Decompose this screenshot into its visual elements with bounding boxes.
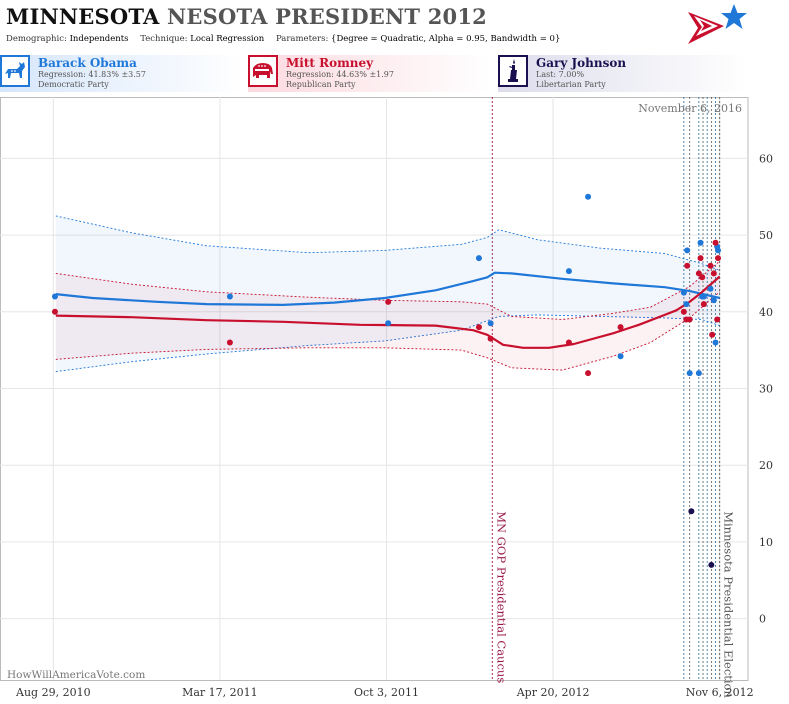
data-point [680,289,687,296]
data-point [695,370,702,377]
data-point [686,370,693,377]
candidate-party: Republican Party [286,80,356,89]
param-key: Demographic: [6,34,67,44]
data-point [684,262,691,269]
data-point [585,193,592,200]
y-tick-label: 30 [759,383,773,396]
param-value: Independents [69,34,129,44]
candidate-party: Libertarian Party [536,80,606,89]
x-tick-label: Aug 29, 2010 [15,686,91,699]
data-point [715,247,722,254]
parameter-line: Demographic: Independents Technique: Loc… [6,34,560,44]
data-point [226,339,233,346]
data-point [707,285,714,292]
data-point [697,239,704,246]
data-point [697,255,704,262]
confidence-upper-line [55,215,720,271]
data-point [715,255,722,262]
param-value: {Degree = Quadratic, Alpha = 0.95, Bandw… [331,34,561,44]
data-point [565,268,572,275]
data-point [684,247,691,254]
candidate-last-value: Last: 7.00% [536,70,585,79]
confidence-band [55,261,720,371]
confidence-upper-line [55,260,720,320]
data-point [700,301,707,308]
data-point [683,301,690,308]
data-point [617,324,624,331]
data-point [487,335,494,342]
y-tick-label: 10 [759,536,773,549]
header: MINNESOTA NESOTA PRESIDENT 2012 Demograp… [0,0,789,50]
trend-line [55,275,721,349]
candidate-name: Mitt Romney [286,56,374,70]
data-point [710,297,717,304]
data-point [686,316,693,323]
top-right-date-label: November 6, 2016 [638,102,742,115]
data-point [617,353,624,360]
data-point [565,339,572,346]
candidate-name: Gary Johnson [536,56,627,70]
data-point [712,339,719,346]
donkey-icon [0,55,30,87]
statue-of-liberty-icon [498,55,528,87]
data-point [385,298,392,305]
data-point [700,293,707,300]
event-label: Minnesota Presidential Election [722,511,736,698]
confidence-lower-line [55,291,720,371]
data-point [709,331,716,338]
y-tick-label: 20 [759,459,773,472]
candidate-johnson[interactable]: Gary Johnson Last: 7.00% Libertarian Par… [498,55,748,92]
data-point [385,320,392,327]
data-point [712,239,719,246]
x-tick-label: Apr 20, 2012 [516,686,590,699]
y-tick-label: 60 [759,152,773,165]
data-point [475,324,482,331]
x-tick-label: Mar 17, 2011 [182,686,258,699]
data-point [707,262,714,269]
data-point [714,316,721,323]
data-point [710,270,717,277]
data-point [51,293,58,300]
data-point [226,293,233,300]
candidate-party: Democratic Party [38,80,109,89]
param-value: Local Regression [190,34,265,44]
confidence-band [55,215,720,372]
candidate-regression: Regression: 41.83% ±3.57 [38,70,146,79]
y-tick-label: 40 [759,306,773,319]
title-race: NESOTA PRESIDENT 2012 [167,4,487,29]
data-point [585,370,592,377]
data-point [51,308,58,315]
data-point [487,320,494,327]
footer-credit: HowWillAmericaVote.com [7,669,145,681]
flag-star-logo-icon[interactable] [684,2,748,50]
param-key: Parameters: [275,34,329,44]
candidate-regression: Regression: 44.63% ±1.97 [286,70,394,79]
event-label: MN GOP Presidential Caucus [494,511,508,683]
data-point [475,255,482,262]
trend-line [55,271,720,306]
x-tick-label: Oct 3, 2011 [354,686,419,699]
y-tick-label: 0 [759,613,766,626]
poll-chart: 0 10 20 30 40 50 60 Aug 29, 2010 Mar 17, 2011 Oct… [0,97,773,699]
title-state: MINNESOTA [6,4,160,29]
x-tick-label: Nov 6, 2012 [686,686,754,699]
page-title: MINNESOTA NESOTA PRESIDENT 2012 [6,4,487,29]
data-point [688,508,695,515]
candidate-obama[interactable]: Barack Obama Regression: 41.83% ±3.57 De… [0,55,244,92]
elephant-icon [248,55,278,87]
y-tick-label: 50 [759,229,773,242]
data-point [708,561,715,568]
data-point [699,274,706,281]
candidate-romney[interactable]: Mitt Romney Regression: 44.63% ±1.97 Rep… [248,55,492,92]
data-point [680,308,687,315]
candidate-name: Barack Obama [38,56,137,70]
param-key: Technique: [140,34,188,44]
